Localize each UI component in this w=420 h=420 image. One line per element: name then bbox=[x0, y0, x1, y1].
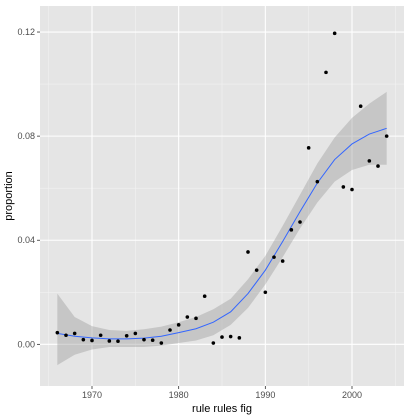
data-point bbox=[341, 185, 346, 189]
y-axis-title: proportion bbox=[3, 171, 15, 221]
data-point bbox=[55, 330, 60, 335]
data-point bbox=[133, 331, 138, 336]
data-point bbox=[72, 331, 77, 336]
grid-major-lines bbox=[40, 6, 404, 386]
x-tick-label: 1980 bbox=[169, 390, 189, 400]
data-point bbox=[358, 104, 363, 109]
y-tick-label: 0.08 bbox=[17, 131, 35, 141]
y-tick-label: 0.12 bbox=[17, 27, 35, 37]
data-point bbox=[367, 159, 372, 163]
data-point bbox=[220, 335, 224, 339]
y-tick-label: 0.00 bbox=[17, 339, 35, 349]
data-point bbox=[185, 315, 190, 319]
data-point bbox=[263, 290, 268, 295]
data-point bbox=[246, 250, 250, 254]
x-tick-label: 1990 bbox=[255, 390, 275, 400]
y-tick-label: 0.04 bbox=[17, 235, 35, 245]
smooth-line bbox=[57, 127, 387, 340]
data-point bbox=[168, 328, 172, 332]
data-point bbox=[98, 333, 103, 338]
x-tick-label: 1970 bbox=[82, 390, 102, 400]
data-point bbox=[384, 134, 389, 138]
data-point bbox=[202, 294, 207, 299]
data-point bbox=[280, 259, 285, 263]
data-point bbox=[289, 228, 294, 232]
data-point bbox=[211, 341, 216, 345]
y-axis-ticks: 0.00 0.04 0.08 0.12 bbox=[17, 27, 40, 349]
x-tick-label: 2000 bbox=[342, 390, 362, 400]
data-point bbox=[315, 179, 320, 184]
data-point bbox=[176, 323, 181, 327]
data-point bbox=[116, 339, 120, 344]
data-point bbox=[124, 333, 129, 338]
data-point bbox=[298, 220, 302, 224]
data-point bbox=[159, 341, 164, 345]
data-point bbox=[324, 70, 328, 75]
data-point bbox=[142, 337, 146, 342]
data-point bbox=[332, 31, 337, 36]
data-point bbox=[107, 339, 112, 343]
data-point bbox=[272, 255, 276, 259]
x-axis-ticks: 1970 1980 1990 2000 bbox=[82, 386, 362, 400]
data-point bbox=[194, 316, 198, 321]
data-point bbox=[228, 334, 233, 339]
data-point bbox=[90, 338, 94, 343]
data-point bbox=[64, 333, 68, 338]
data-point bbox=[150, 338, 155, 342]
data-point bbox=[306, 146, 311, 150]
data-point bbox=[81, 337, 86, 342]
data-point bbox=[237, 336, 242, 340]
data-point bbox=[254, 268, 259, 272]
data-point bbox=[376, 164, 380, 168]
data-point bbox=[350, 187, 354, 192]
x-axis-title: rule rules fig bbox=[192, 403, 252, 415]
smooth-line-group bbox=[57, 127, 387, 340]
data-points-group bbox=[55, 31, 389, 345]
